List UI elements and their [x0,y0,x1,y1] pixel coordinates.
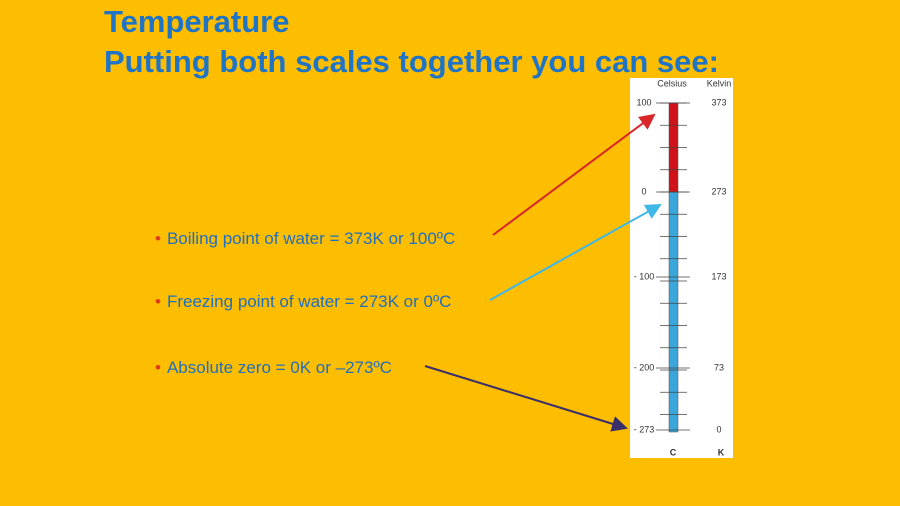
kelvin-heading: Kelvin [707,78,732,88]
arrow [492,113,656,236]
subtitle: Putting both scales together you can see… [104,44,719,79]
cold-column [668,191,679,433]
bullet: • Freezing point of water = 273K or 0ºC [155,292,452,311]
celsius-label: 0 [641,186,646,196]
celsius-unit: C [670,447,677,457]
bullet-text: Boiling point of water = 373K or 100ºC [166,229,456,248]
celsius-label: - 200 [634,362,655,372]
arrow [489,204,662,301]
thermometer-panel [630,78,733,458]
kelvin-label: 373 [711,97,726,107]
ticks: 100 373 0 273 - 100 173 - 200 73 - 273 0 [634,97,727,434]
bullet: • Boiling point of water = 373K or 100ºC [155,229,456,248]
arrow [424,365,628,432]
kelvin-label: 173 [711,271,726,281]
celsius-heading: Celsius [657,78,687,88]
kelvin-label: 73 [714,362,724,372]
bullet-text: Freezing point of water = 273K or 0ºC [166,292,452,311]
kelvin-label: 273 [711,186,726,196]
celsius-label: - 273 [634,424,655,434]
title: Temperature [104,4,290,39]
bullet-text: Absolute zero = 0K or –273ºC [166,358,392,377]
celsius-label: - 100 [634,271,655,281]
kelvin-label: 0 [716,424,721,434]
celsius-label: 100 [636,97,651,107]
bullet: • Absolute zero = 0K or –273ºC [155,358,392,377]
kelvin-unit: K [718,447,725,457]
